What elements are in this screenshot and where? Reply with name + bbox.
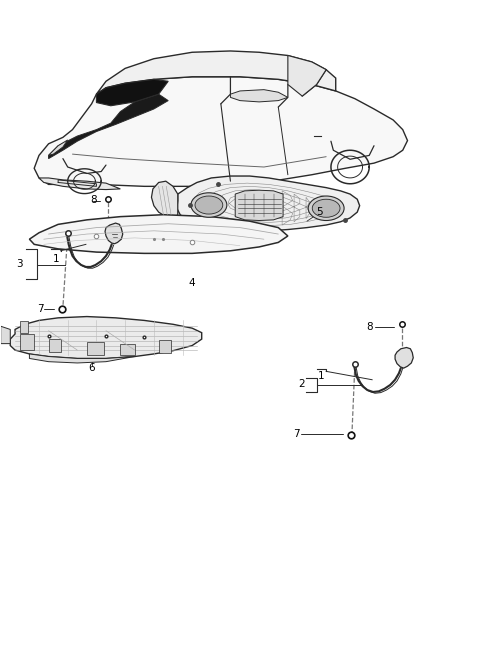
Polygon shape	[29, 214, 288, 253]
Text: 3: 3	[16, 258, 23, 269]
Text: 2: 2	[298, 379, 305, 390]
Bar	[120, 344, 135, 355]
Polygon shape	[105, 223, 123, 244]
Bar	[48, 339, 60, 352]
Polygon shape	[96, 79, 168, 106]
Polygon shape	[10, 317, 202, 359]
Polygon shape	[288, 56, 326, 96]
Text: 7: 7	[293, 429, 300, 439]
Polygon shape	[34, 77, 408, 186]
Polygon shape	[235, 190, 283, 220]
Bar	[158, 340, 170, 353]
Text: 7: 7	[36, 304, 43, 315]
Polygon shape	[96, 51, 336, 94]
Polygon shape	[395, 348, 413, 368]
Bar	[87, 342, 104, 355]
Polygon shape	[152, 181, 178, 218]
Text: 6: 6	[88, 363, 95, 373]
Ellipse shape	[195, 196, 223, 214]
Text: 8: 8	[366, 322, 372, 332]
Polygon shape	[48, 94, 168, 159]
Ellipse shape	[312, 199, 340, 217]
Bar	[20, 321, 28, 333]
Bar	[20, 334, 34, 350]
Ellipse shape	[308, 196, 344, 220]
Text: 1: 1	[52, 253, 59, 264]
Polygon shape	[48, 140, 68, 156]
Text: 8: 8	[90, 195, 96, 205]
Polygon shape	[177, 176, 360, 231]
Polygon shape	[0, 326, 10, 344]
Polygon shape	[230, 90, 288, 102]
Text: 5: 5	[317, 207, 323, 217]
Text: 4: 4	[189, 278, 195, 288]
Polygon shape	[39, 178, 120, 189]
Ellipse shape	[191, 193, 227, 217]
Polygon shape	[29, 354, 135, 363]
Text: 1: 1	[318, 371, 324, 381]
